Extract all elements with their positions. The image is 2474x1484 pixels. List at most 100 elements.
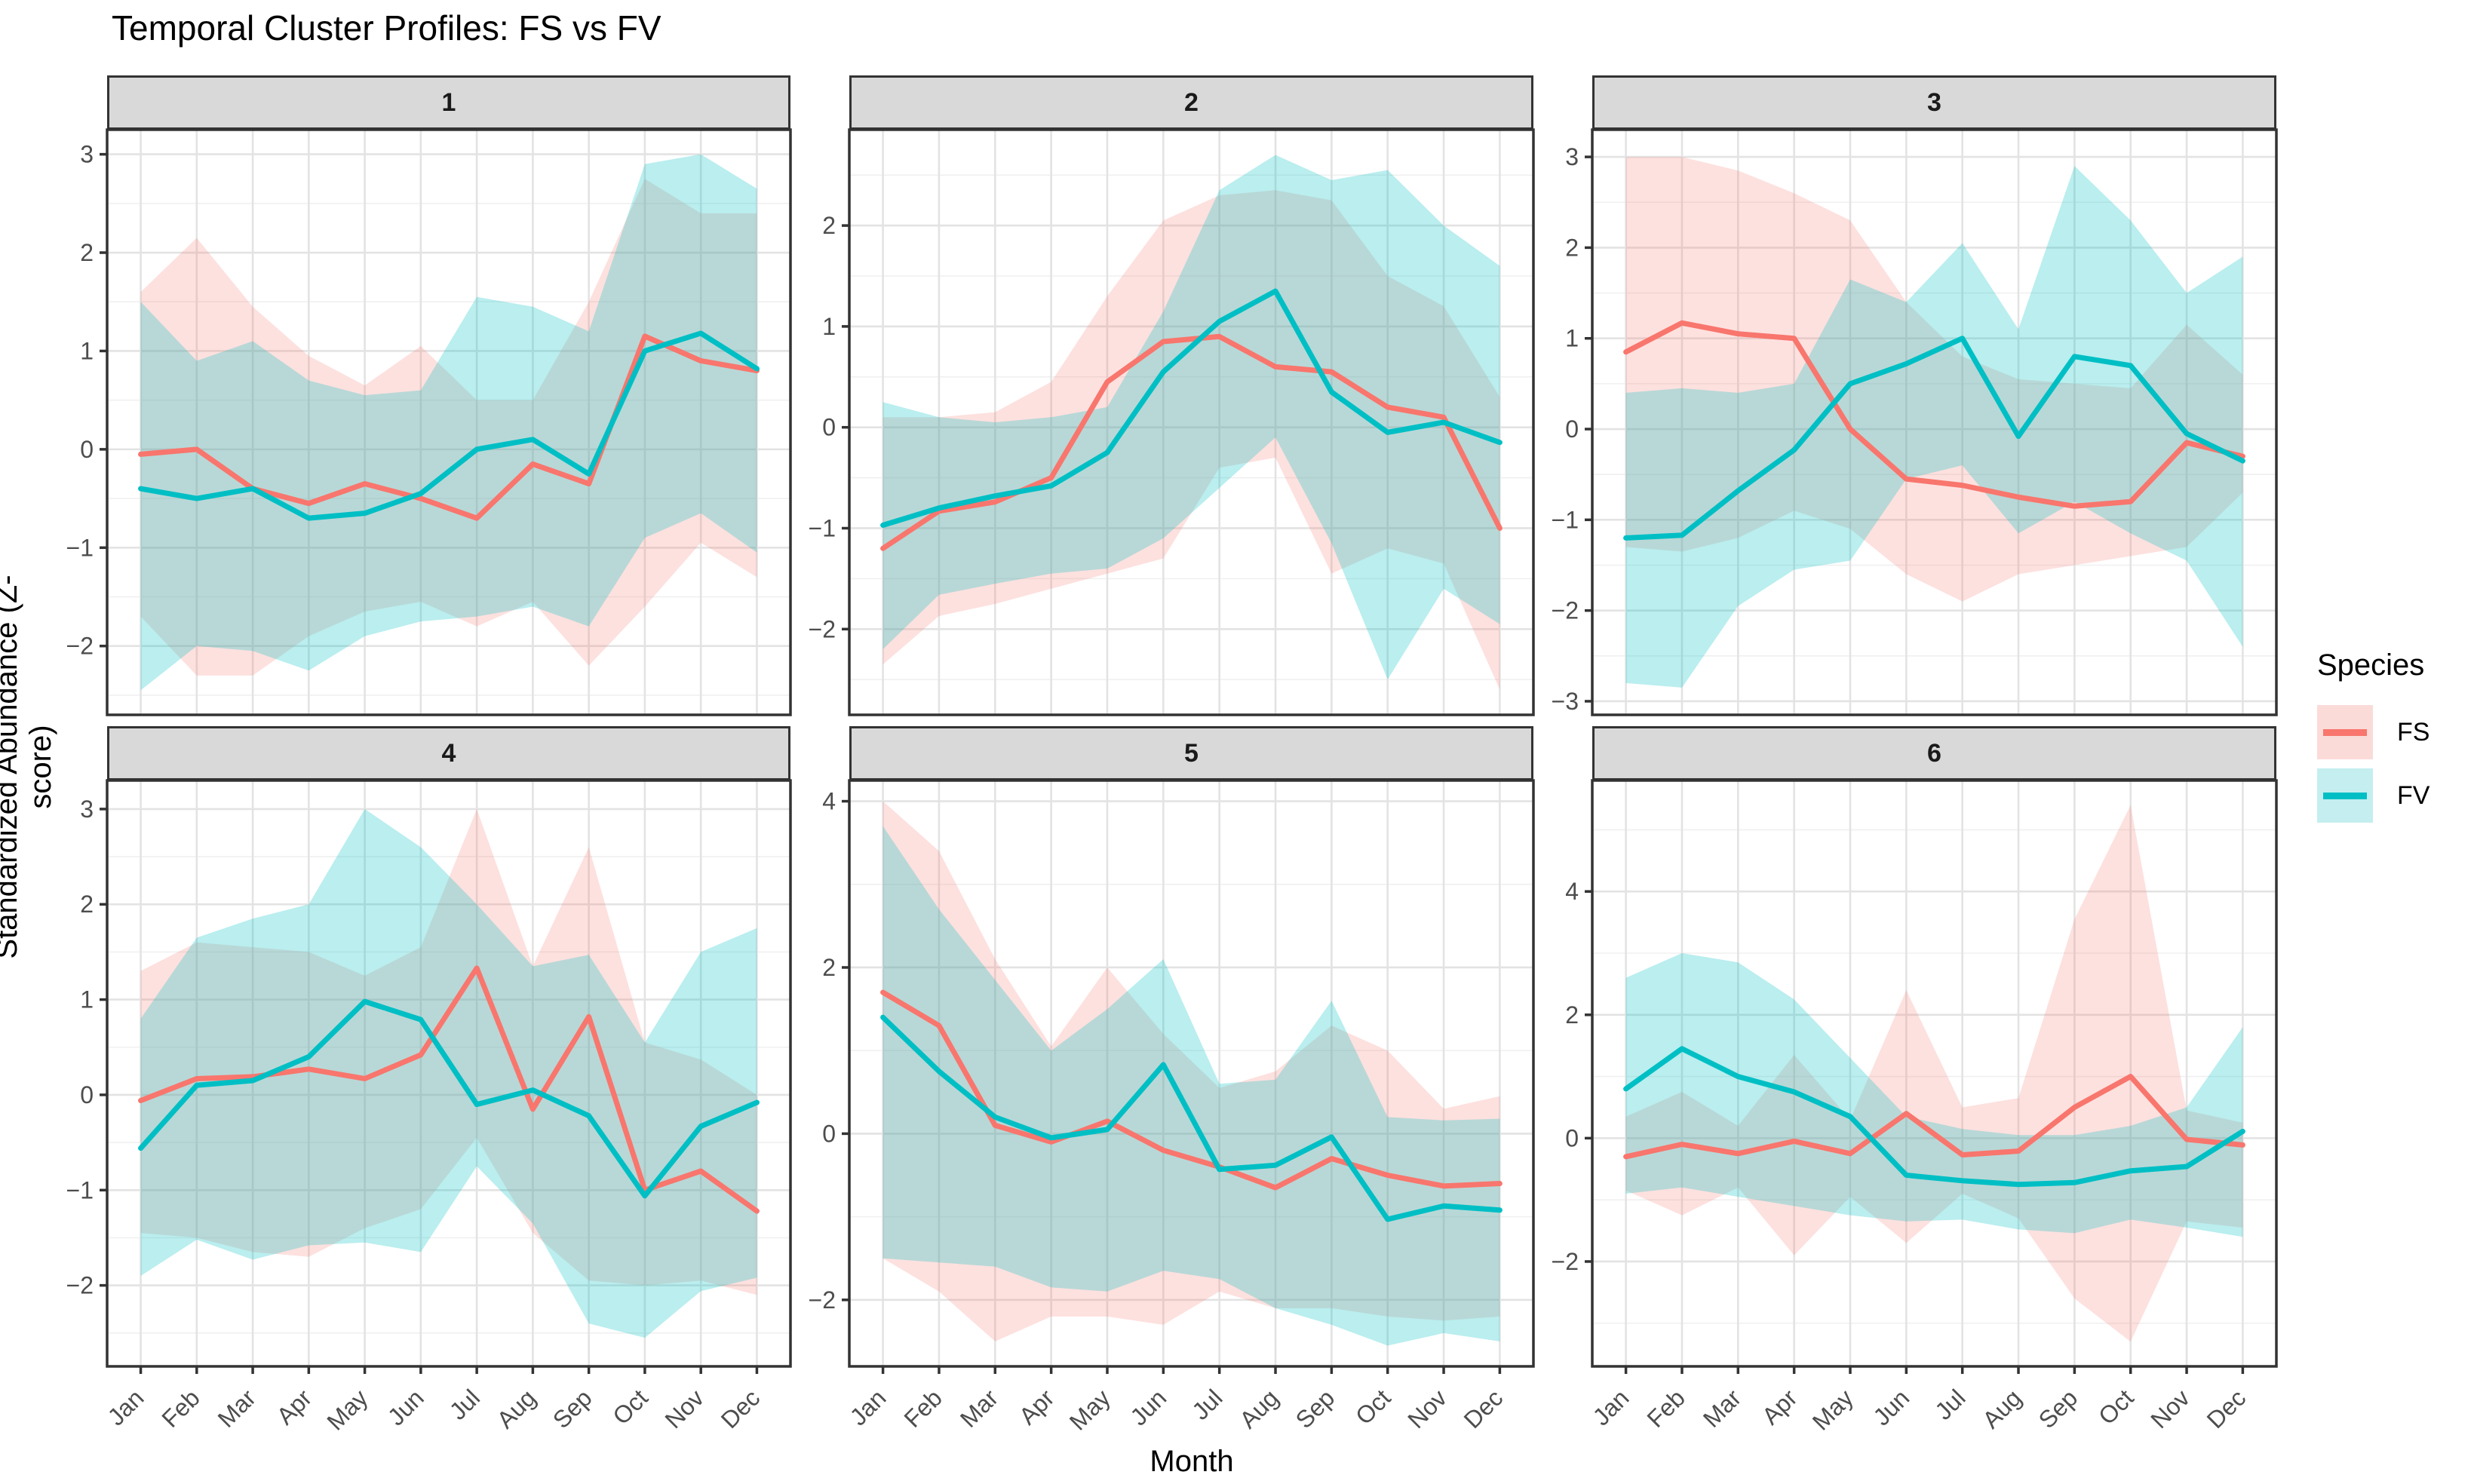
y-tick-label: −2: [809, 1286, 836, 1314]
x-tick-label: Jun: [1125, 1384, 1171, 1430]
facet-panel-5: 5 4 2 0 −2 Jan Feb Mar Apr May Jun Jul Aug Sep Oct Nov D…: [789, 726, 1535, 1479]
x-tick-label: Mar: [213, 1384, 262, 1433]
x-tick-label: Dec: [2202, 1384, 2251, 1433]
legend-key-fs[interactable]: FS: [2317, 704, 2468, 761]
ribbons: [882, 801, 1500, 1346]
y-tick-label: −1: [809, 514, 836, 541]
fv-line: [880, 1014, 1503, 1222]
mean-lines: [138, 330, 760, 521]
facet-strip-label: 5: [1184, 738, 1199, 768]
x-tick-label: Nov: [659, 1384, 709, 1433]
x-tick-label: Oct: [1350, 1384, 1396, 1430]
x-tick-label: Feb: [898, 1384, 947, 1432]
y-tick-label: 0: [80, 436, 94, 463]
y-axis: 3 2 1 0 −1 −2: [66, 141, 107, 660]
x-tick-label: Apr: [1757, 1384, 1803, 1430]
panel-plot-2: 2 1 0 −1 −2: [809, 128, 1535, 716]
y-tick-label: 2: [1565, 234, 1579, 261]
y-tick-label: 0: [822, 414, 836, 441]
mean-lines: [1623, 320, 2245, 541]
x-axis-title: Month: [1150, 1445, 1234, 1478]
facet-panel-3: 3 3 2 1 0 −1 −2 −3: [1532, 75, 2278, 719]
facet-strip-label: 2: [1184, 87, 1199, 117]
fv-line: [1623, 336, 2245, 541]
gridlines: [1592, 780, 2276, 1366]
x-tick-label: Oct: [2093, 1384, 2139, 1430]
gridlines: [1592, 130, 2276, 715]
y-tick-label: 4: [1565, 878, 1579, 905]
y-tick-label: 3: [80, 141, 94, 168]
y-tick-label: 1: [1565, 325, 1579, 352]
panel-border: [1591, 128, 2278, 716]
panel-border: [106, 128, 792, 716]
x-tick-label: May: [1064, 1384, 1116, 1435]
legend-label-fs: FS: [2397, 717, 2430, 747]
x-tick-label: May: [321, 1384, 373, 1435]
x-tick-label: May: [1807, 1384, 1859, 1435]
x-tick-label: Apr: [272, 1384, 318, 1430]
fs-line: [880, 333, 1503, 551]
x-tick-label: Jan: [1588, 1384, 1634, 1430]
x-tick-label: Jun: [1868, 1384, 1914, 1430]
gridlines: [107, 130, 790, 715]
fs-ribbon: [1625, 157, 2243, 602]
facet-strip-1: 1: [107, 75, 790, 130]
fv-ribbon: [140, 808, 757, 1338]
ribbons: [1625, 805, 2243, 1342]
x-tick-label: Jul: [1186, 1384, 1227, 1424]
x-tick-label: Oct: [607, 1384, 653, 1430]
facet-strip-label: 3: [1927, 87, 1941, 117]
x-tick-label: Sep: [2034, 1384, 2083, 1433]
y-axis: 2 1 0 −1 −2: [809, 212, 849, 642]
fv-ribbon: [140, 154, 757, 691]
y-axis: 4 2 0 −2: [809, 788, 849, 1314]
y-tick-label: 2: [80, 891, 94, 918]
legend-label-fv: FV: [2397, 780, 2430, 810]
fv-ribbon: [882, 826, 1500, 1346]
legend-key-fv[interactable]: FV: [2317, 767, 2468, 824]
x-tick-label: Nov: [1402, 1384, 1452, 1433]
y-tick-label: 0: [1565, 415, 1579, 443]
y-tick-label: −2: [66, 1272, 94, 1299]
ribbons: [140, 154, 757, 691]
facet-panel-2: 2 2 1 0 −1 −2: [789, 75, 1535, 719]
facet-strip-6: 6: [1592, 726, 2276, 780]
x-tick-label: Aug: [1977, 1384, 2027, 1433]
x-tick-label: Sep: [548, 1384, 597, 1433]
facet-panel-4: 4 3 2 1 0 −1 −2 Jan Feb Mar Apr May Jun Jul Aug Sep Oct N…: [47, 726, 792, 1479]
y-tick-label: 2: [80, 239, 94, 266]
y-tick-label: −3: [1552, 688, 1579, 715]
y-tick-label: 0: [80, 1081, 94, 1108]
y-tick-label: 0: [1565, 1124, 1579, 1151]
y-tick-label: −1: [1552, 506, 1579, 533]
fs-ribbon: [882, 190, 1500, 690]
ribbons: [1625, 157, 2243, 688]
gridlines: [849, 780, 1533, 1366]
y-tick-label: 0: [822, 1120, 836, 1147]
y-tick-label: 2: [822, 212, 836, 239]
mean-lines: [1623, 1046, 2245, 1188]
fs-line: [1623, 1074, 2245, 1160]
panel-plot-4: 3 2 1 0 −1 −2 Jan Feb Mar Apr May Jun Jul Aug Sep Oct No…: [66, 779, 792, 1436]
fv-ribbon-swatch: [2317, 768, 2373, 823]
x-tick-label: Mar: [1698, 1384, 1747, 1433]
fs-ribbon: [140, 808, 757, 1295]
ribbons: [140, 808, 757, 1338]
facet-panel-6: 6 4 2 0 −2 Jan Feb Mar Apr May Jun Jul Aug Sep Oct Nov D…: [1532, 726, 2278, 1479]
x-tick-label: Sep: [1291, 1384, 1340, 1433]
facet-strip-2: 2: [849, 75, 1533, 130]
y-tick-label: −1: [66, 1176, 94, 1203]
x-tick-label: Feb: [1641, 1384, 1690, 1432]
mean-lines: [138, 965, 760, 1214]
facet-strip-label: 4: [441, 738, 456, 768]
mean-lines: [880, 288, 1503, 551]
fv-line-swatch: [2323, 793, 2367, 799]
x-tick-label: Jul: [1929, 1384, 1970, 1424]
fv-line: [138, 330, 760, 521]
fv-ribbon: [882, 155, 1500, 680]
fs-ribbon-swatch: [2317, 705, 2373, 759]
x-axis: Jan Feb Mar Apr May Jun Jul Aug Sep Oct Nov Dec: [1588, 1366, 2251, 1436]
x-tick-label: Nov: [2145, 1384, 2195, 1433]
fs-line: [1623, 320, 2245, 509]
